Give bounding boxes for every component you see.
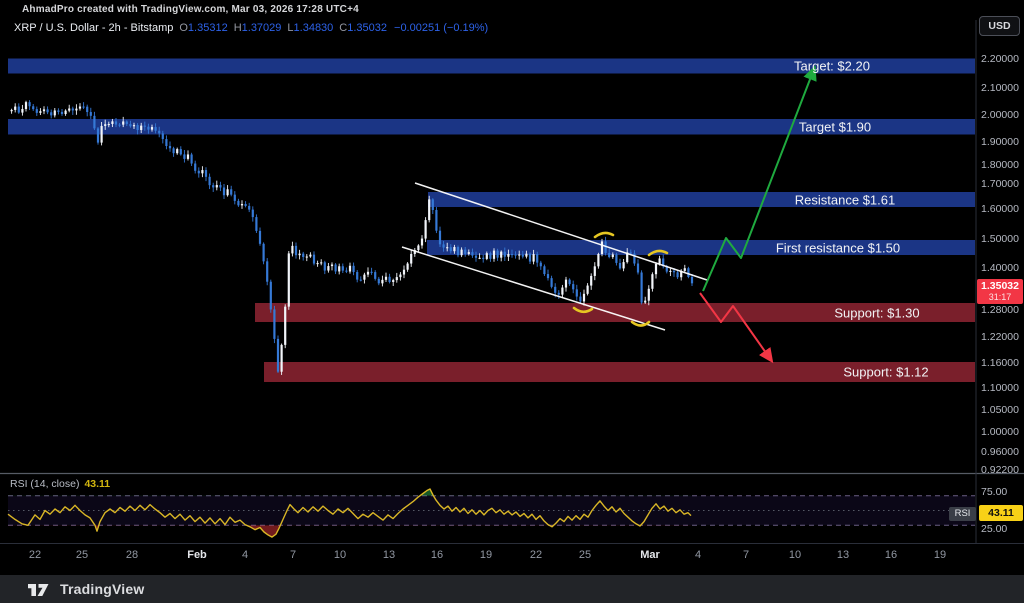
price-tick-1.80000: 1.80000 bbox=[981, 159, 1019, 171]
price-zone-bands[interactable] bbox=[8, 58, 975, 383]
band-label-1.9: Target $1.90 bbox=[798, 119, 872, 135]
time-tick-22: 22 bbox=[529, 549, 543, 561]
ohlc-value: 1.37029 bbox=[241, 22, 282, 34]
symbol-title[interactable]: XRP / U.S. Dollar - 2h - Bitstamp bbox=[14, 22, 174, 34]
rsi-legend: RSI (14, close) 43.11 bbox=[10, 478, 110, 490]
price-tick-0.96000: 0.96000 bbox=[981, 446, 1019, 458]
chart-canvas bbox=[0, 20, 1024, 544]
time-tick-16: 16 bbox=[430, 549, 444, 561]
band-label-1.12: Support: $1.12 bbox=[843, 364, 929, 380]
ohlc-key: L bbox=[287, 22, 294, 34]
rsi-indicator-title[interactable]: RSI (14, close) bbox=[10, 478, 80, 490]
band-label-2.2: Target: $2.20 bbox=[794, 58, 870, 74]
bullish-projection-to-target-2.20-arrow[interactable] bbox=[702, 65, 817, 292]
band-label-1.3: Support: $1.30 bbox=[834, 305, 920, 320]
price-tick-1.28000: 1.28000 bbox=[981, 304, 1019, 316]
price-tick-1.60000: 1.60000 bbox=[981, 203, 1019, 215]
price-tick-1.16000: 1.16000 bbox=[981, 357, 1019, 369]
time-tick-4: 4 bbox=[241, 549, 249, 561]
price-tick-1.00000: 1.00000 bbox=[981, 426, 1019, 438]
rsi-value-badge: 43.11 bbox=[979, 505, 1023, 521]
price-tick-1.70000: 1.70000 bbox=[981, 178, 1019, 190]
channel-trendline-lower[interactable] bbox=[401, 246, 666, 331]
price-tick-2.20000: 2.20000 bbox=[981, 53, 1019, 65]
price-tick-1.05000: 1.05000 bbox=[981, 404, 1019, 416]
marker-lower-high[interactable] bbox=[647, 249, 669, 257]
rsi-levels bbox=[8, 495, 975, 526]
time-tick-16: 16 bbox=[884, 549, 898, 561]
price-tick-2.00000: 2.00000 bbox=[981, 109, 1019, 121]
last-price: 1.35032 bbox=[981, 280, 1019, 292]
time-tick-4: 4 bbox=[694, 549, 702, 561]
rsi-axis-chip: RSI bbox=[949, 507, 976, 521]
bearish-projection-to-support-1.12-arrow[interactable] bbox=[699, 292, 774, 364]
price-tick-1.40000: 1.40000 bbox=[981, 262, 1019, 274]
time-tick-10: 10 bbox=[333, 549, 347, 561]
time-tick-7: 7 bbox=[289, 549, 297, 561]
candlestick-series bbox=[10, 100, 694, 375]
ohlc-key: O bbox=[179, 22, 188, 34]
ohlc-value: 1.35312 bbox=[187, 22, 228, 34]
band-label-1.61: Resistance $1.61 bbox=[794, 192, 896, 207]
band-target-1.9[interactable] bbox=[8, 119, 975, 135]
price-tick-1.90000: 1.90000 bbox=[981, 136, 1019, 148]
price-tick-1.10000: 1.10000 bbox=[981, 382, 1019, 394]
marker-lower-high[interactable] bbox=[593, 231, 615, 239]
last-price-badge: 1.35032 31:17 bbox=[977, 279, 1023, 304]
time-tick-19: 19 bbox=[933, 549, 947, 561]
rsi-tick-75.00: 75.00 bbox=[981, 486, 1008, 498]
price-tick-1.50000: 1.50000 bbox=[981, 233, 1019, 245]
rsi-tick-25.00: 25.00 bbox=[981, 523, 1008, 535]
time-tick-22: 22 bbox=[28, 549, 42, 561]
tradingview-footer: TradingView bbox=[0, 575, 1024, 603]
band-support-1.12[interactable] bbox=[264, 362, 975, 382]
time-tick-7: 7 bbox=[742, 549, 750, 561]
time-tick-13: 13 bbox=[382, 549, 396, 561]
marker-swing-low[interactable] bbox=[572, 306, 594, 314]
ohlc-value: 1.35032 bbox=[347, 22, 388, 34]
currency-unit-button[interactable]: USD bbox=[979, 16, 1020, 36]
price-tick-0.92200: 0.92200 bbox=[981, 464, 1019, 476]
tradingview-logo[interactable] bbox=[26, 580, 52, 598]
ohlc-values: O1.35312 H1.37029 L1.34830 C1.35032 bbox=[173, 22, 387, 34]
rsi-line bbox=[7, 488, 692, 538]
band-label-1.5: First resistance $1.50 bbox=[775, 240, 901, 255]
band-support-1.3[interactable] bbox=[255, 303, 975, 322]
rsi-value: 43.11 bbox=[84, 478, 111, 490]
time-tick-25: 25 bbox=[578, 549, 592, 561]
time-tick-13: 13 bbox=[836, 549, 850, 561]
marker-swing-low[interactable] bbox=[630, 320, 651, 327]
time-tick-28: 28 bbox=[125, 549, 139, 561]
time-tick-Mar: Mar bbox=[640, 549, 660, 561]
price-tick-2.10000: 2.10000 bbox=[981, 82, 1019, 94]
chart-legend: XRP / U.S. Dollar - 2h - Bitstamp O1.3531… bbox=[14, 22, 488, 34]
ohlc-key: H bbox=[233, 22, 242, 34]
time-tick-19: 19 bbox=[479, 549, 493, 561]
swing-markers[interactable] bbox=[572, 231, 669, 327]
ohlc-key: C bbox=[339, 22, 348, 34]
time-tick-10: 10 bbox=[788, 549, 802, 561]
change-value: −0.00251 (−0.19%) bbox=[394, 22, 489, 34]
time-tick-25: 25 bbox=[75, 549, 89, 561]
bar-countdown: 31:17 bbox=[988, 291, 1012, 302]
band-resistance-1.61[interactable] bbox=[428, 192, 975, 207]
band-target-2.2[interactable] bbox=[8, 58, 975, 74]
time-tick-Feb: Feb bbox=[187, 549, 207, 561]
price-tick-1.22000: 1.22000 bbox=[981, 331, 1019, 343]
footer-brand-text[interactable]: TradingView bbox=[60, 581, 145, 597]
attribution-text: AhmadPro created with TradingView.com, M… bbox=[22, 4, 359, 15]
channel-trendline-upper[interactable] bbox=[414, 182, 708, 281]
ohlc-value: 1.34830 bbox=[293, 22, 334, 34]
band-resistance-1.5[interactable] bbox=[427, 240, 975, 255]
